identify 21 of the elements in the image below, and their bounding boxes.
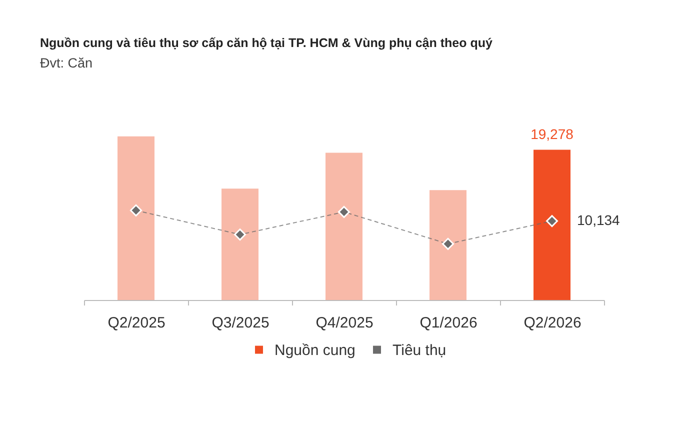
- bar: [326, 152, 362, 300]
- x-tick-label: Q3/2025: [212, 314, 270, 332]
- point: [338, 206, 350, 218]
- legend-label: Tiêu thụ: [392, 342, 446, 359]
- chart-title: Nguồn cung và tiêu thụ sơ cấp căn hộ tại TP. HCM & Vùng phụ cận theo quý: [40, 36, 492, 50]
- point: [546, 215, 558, 228]
- point: [130, 204, 142, 216]
- data-label: 10,134: [577, 212, 620, 228]
- x-tick-label: Q1/2026: [420, 314, 478, 332]
- bar: [222, 188, 258, 300]
- x-tick-label: Q2/2026: [524, 314, 582, 332]
- chart-subtitle: Đvt: Căn: [40, 56, 93, 70]
- bar: [534, 150, 570, 300]
- data-label: 19,278: [530, 126, 574, 142]
- bar: [118, 136, 154, 300]
- point: [442, 238, 454, 250]
- point: [234, 228, 246, 241]
- x-tick-label: Q4/2025: [316, 314, 374, 332]
- legend-label: Nguồn cung: [274, 342, 356, 359]
- x-tick-label: Q2/2025: [108, 314, 166, 332]
- bar: [430, 190, 466, 300]
